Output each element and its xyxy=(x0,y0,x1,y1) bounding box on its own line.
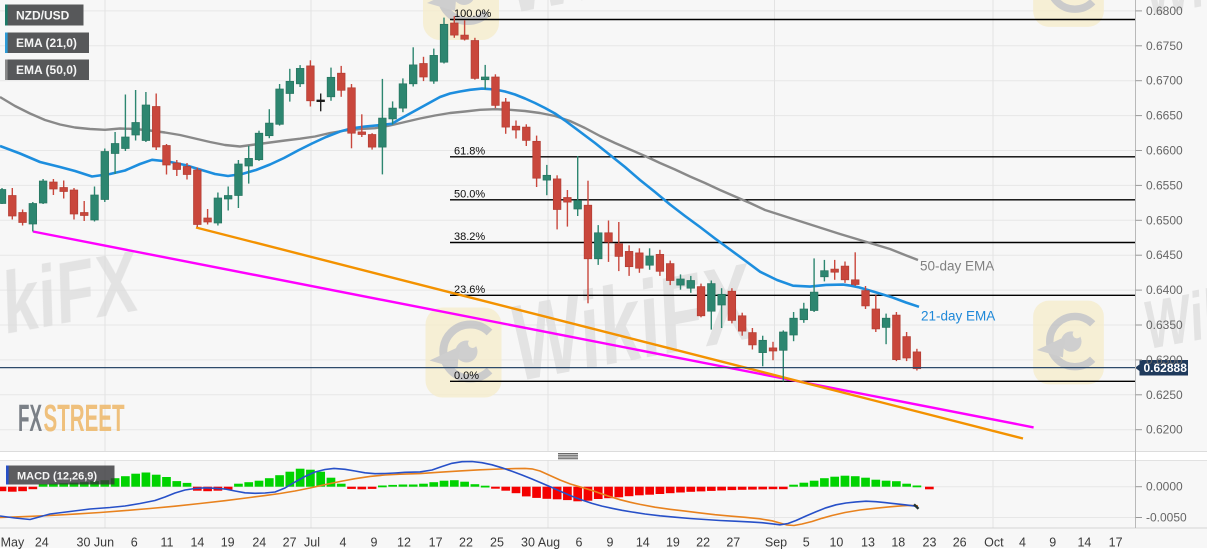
svg-text:12: 12 xyxy=(397,536,411,550)
svg-text:0.6500: 0.6500 xyxy=(1146,213,1183,227)
svg-text:EMA (21,0): EMA (21,0) xyxy=(16,36,77,50)
svg-text:38.2%: 38.2% xyxy=(454,231,485,243)
svg-text:26: 26 xyxy=(953,536,967,550)
svg-text:0.6450: 0.6450 xyxy=(1146,248,1183,262)
svg-text:0.6650: 0.6650 xyxy=(1146,109,1183,123)
svg-text:30: 30 xyxy=(77,536,91,550)
svg-text:0.6250: 0.6250 xyxy=(1146,388,1183,402)
svg-text:Jul: Jul xyxy=(304,536,320,550)
svg-text:9: 9 xyxy=(371,536,378,550)
svg-text:May: May xyxy=(1,536,25,550)
svg-text:0.6200: 0.6200 xyxy=(1146,423,1183,437)
svg-text:22: 22 xyxy=(696,536,710,550)
svg-text:0.6800: 0.6800 xyxy=(1146,4,1183,18)
svg-text:Oct: Oct xyxy=(984,536,1004,550)
svg-text:19: 19 xyxy=(666,536,680,550)
svg-text:4: 4 xyxy=(340,536,347,550)
svg-text:17: 17 xyxy=(429,536,443,550)
svg-text:0.62888: 0.62888 xyxy=(1144,361,1188,375)
svg-text:100.0%: 100.0% xyxy=(454,8,492,20)
svg-text:0.6350: 0.6350 xyxy=(1146,318,1183,332)
svg-text:9: 9 xyxy=(607,536,614,550)
svg-text:24: 24 xyxy=(252,536,266,550)
svg-text:4: 4 xyxy=(1019,536,1026,550)
svg-text:6: 6 xyxy=(576,536,583,550)
svg-text:STREET: STREET xyxy=(44,398,125,440)
svg-text:0.0000: 0.0000 xyxy=(1146,480,1183,494)
svg-text:50-day EMA: 50-day EMA xyxy=(920,259,994,274)
svg-text:24: 24 xyxy=(35,536,49,550)
svg-text:FX: FX xyxy=(18,398,42,440)
svg-text:Jun: Jun xyxy=(94,536,114,550)
svg-text:23.6%: 23.6% xyxy=(454,284,485,296)
svg-text:18: 18 xyxy=(891,536,905,550)
svg-text:0.0%: 0.0% xyxy=(454,370,479,382)
svg-text:17: 17 xyxy=(1109,536,1123,550)
svg-text:13: 13 xyxy=(861,536,875,550)
svg-text:0.6750: 0.6750 xyxy=(1146,39,1183,53)
svg-text:MACD (12,26,9): MACD (12,26,9) xyxy=(17,471,97,483)
svg-text:27: 27 xyxy=(283,536,297,550)
svg-text:22: 22 xyxy=(459,536,473,550)
svg-text:14: 14 xyxy=(190,536,204,550)
svg-text:5: 5 xyxy=(803,536,810,550)
svg-text:27: 27 xyxy=(726,536,740,550)
svg-text:Sep: Sep xyxy=(765,536,787,550)
svg-text:-0.0050: -0.0050 xyxy=(1146,511,1187,525)
svg-text:21-day EMA: 21-day EMA xyxy=(921,309,995,324)
svg-text:25: 25 xyxy=(490,536,504,550)
svg-text:0.6700: 0.6700 xyxy=(1146,74,1183,88)
svg-text:6: 6 xyxy=(131,536,138,550)
svg-text:19: 19 xyxy=(221,536,235,550)
svg-text:23: 23 xyxy=(923,536,937,550)
svg-text:NZD/USD: NZD/USD xyxy=(16,9,70,23)
svg-text:14: 14 xyxy=(1077,536,1091,550)
svg-text:0.6600: 0.6600 xyxy=(1146,144,1183,158)
svg-text:30: 30 xyxy=(521,536,535,550)
svg-text:50.0%: 50.0% xyxy=(454,188,485,200)
svg-text:0.6400: 0.6400 xyxy=(1146,283,1183,297)
svg-text:61.8%: 61.8% xyxy=(454,145,485,157)
svg-text:0.6300: 0.6300 xyxy=(1146,353,1183,367)
svg-text:10: 10 xyxy=(829,536,843,550)
svg-text:0.6550: 0.6550 xyxy=(1146,178,1183,192)
svg-text:EMA (50,0): EMA (50,0) xyxy=(16,63,77,77)
svg-text:11: 11 xyxy=(161,536,174,550)
svg-text:9: 9 xyxy=(1049,536,1056,550)
svg-text:14: 14 xyxy=(636,536,650,550)
svg-text:Aug: Aug xyxy=(538,536,560,550)
